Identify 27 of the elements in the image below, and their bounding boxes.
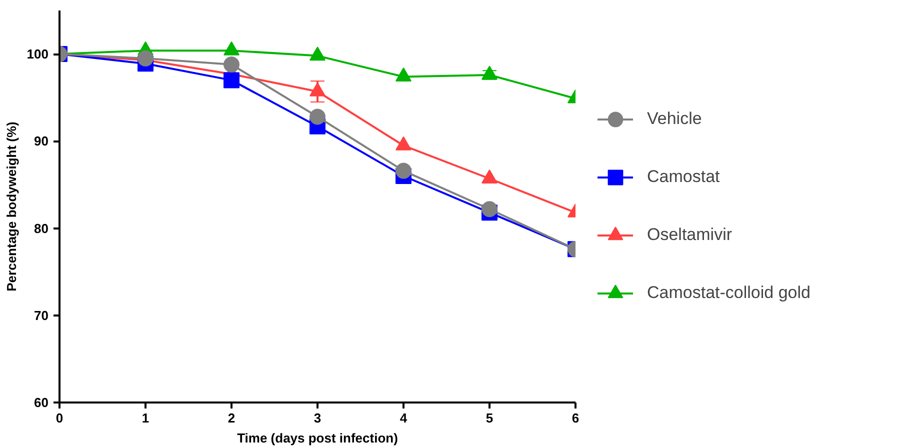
point [310, 108, 326, 125]
point [310, 46, 326, 61]
y-tick-label: 60 [34, 395, 49, 410]
point [310, 82, 326, 96]
point [224, 41, 240, 56]
legend-label: Camostat [647, 167, 720, 187]
y-axis-title: Percentage bodyweight (%) [4, 122, 19, 292]
x-tick-label: 1 [142, 410, 150, 426]
point [396, 136, 412, 150]
x-tick-label: 3 [314, 410, 322, 426]
y-tick-label: 80 [34, 220, 49, 236]
point [396, 68, 412, 82]
legend-label: Vehicle [647, 109, 702, 129]
legend-label: Oseltamivir [647, 225, 732, 245]
x-tick-label: 2 [228, 410, 236, 426]
point [396, 162, 412, 179]
x-axis-title: Time (days post infection) [237, 430, 398, 446]
y-tick-label: 70 [34, 308, 49, 323]
x-tick-label: 4 [400, 410, 408, 426]
x-tick-label: 5 [486, 410, 494, 426]
y-tick-label: 90 [34, 134, 49, 149]
legend-label: Camostat-colloid gold [647, 283, 810, 303]
point [482, 66, 498, 80]
y-tick-label: 100 [26, 46, 49, 62]
x-tick-label: 6 [572, 410, 580, 426]
point [482, 201, 498, 218]
x-tick-label: 0 [56, 410, 64, 426]
